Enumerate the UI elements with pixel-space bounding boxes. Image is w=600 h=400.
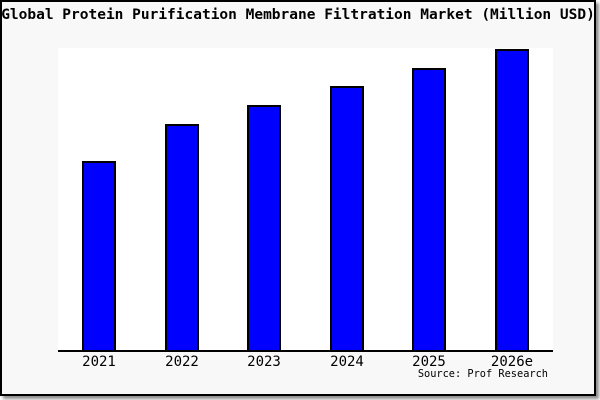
x-tick-label-2023: 2023 (247, 354, 281, 370)
bar-2024 (330, 86, 364, 350)
plot-area (58, 48, 553, 352)
x-tick-label-2024: 2024 (330, 354, 364, 370)
bar-2022 (165, 124, 199, 350)
chart-title: Global Protein Purification Membrane Fil… (1, 7, 595, 23)
source-note: Source: Prof Research (417, 368, 548, 380)
x-tick-row: 2021 2022 2023 2024 2025 2026e (58, 354, 553, 372)
x-tick-label-2026e: 2026e (490, 354, 534, 370)
bar-2021 (82, 161, 116, 350)
bar-2025 (412, 68, 446, 350)
bar-2023 (247, 105, 281, 350)
x-tick-label-2025: 2025 (412, 354, 446, 370)
bar-2026e (495, 49, 529, 350)
x-tick-label-2022: 2022 (165, 354, 199, 370)
x-tick-label-2021: 2021 (82, 354, 116, 370)
